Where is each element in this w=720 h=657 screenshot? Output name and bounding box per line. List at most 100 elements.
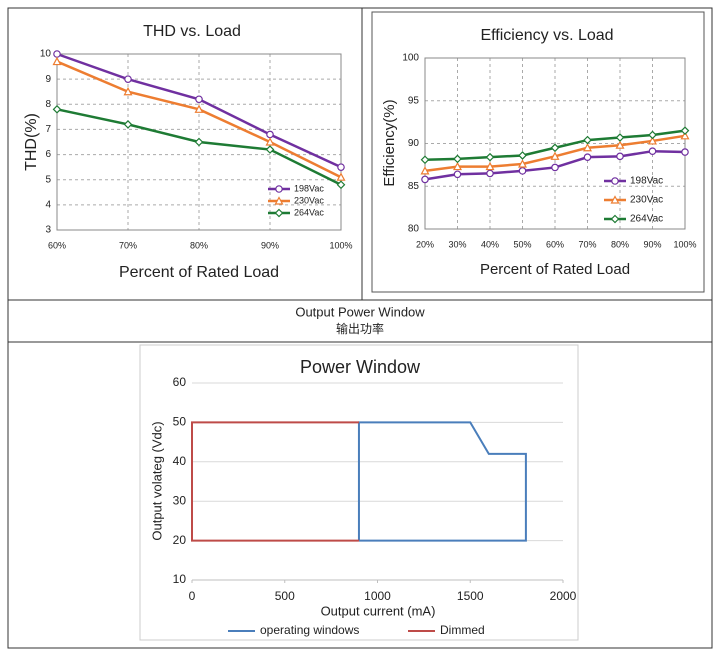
y-axis-title: Output volateg (Vdc) bbox=[149, 421, 164, 540]
legend-label: 264Vac bbox=[630, 214, 663, 225]
marker bbox=[486, 169, 494, 178]
marker bbox=[518, 151, 527, 160]
series-line bbox=[191, 421, 359, 542]
x-tick-label: 40% bbox=[481, 239, 499, 249]
x-tick-label: 60% bbox=[48, 240, 66, 250]
x-tick-label: 0 bbox=[189, 589, 196, 603]
marker bbox=[551, 163, 559, 172]
y-tick-label: 4 bbox=[45, 199, 51, 210]
marker bbox=[648, 147, 657, 155]
marker bbox=[194, 104, 204, 113]
marker bbox=[274, 208, 284, 218]
section-title: Output Power Window bbox=[295, 304, 425, 319]
y-tick-label: 30 bbox=[173, 493, 187, 507]
marker bbox=[266, 130, 274, 139]
marker bbox=[336, 180, 346, 190]
marker bbox=[550, 143, 560, 153]
marker bbox=[610, 195, 620, 204]
y-tick-label: 3 bbox=[45, 225, 51, 236]
marker bbox=[615, 140, 625, 149]
series-line bbox=[357, 421, 527, 542]
marker bbox=[453, 170, 462, 179]
section-subtitle: 输出功率 bbox=[336, 321, 384, 336]
x-tick-label: 1000 bbox=[364, 589, 391, 603]
marker bbox=[337, 163, 345, 171]
marker bbox=[420, 155, 430, 165]
x-tick-label: 90% bbox=[261, 240, 279, 250]
chart-frame bbox=[139, 344, 579, 641]
marker bbox=[610, 214, 620, 224]
marker bbox=[582, 143, 593, 152]
x-tick-label: 70% bbox=[578, 239, 596, 249]
x-tick-label: 100% bbox=[329, 240, 352, 250]
marker bbox=[647, 136, 658, 145]
marker bbox=[615, 133, 625, 142]
legend-label: 230Vac bbox=[630, 195, 663, 206]
marker bbox=[123, 120, 133, 129]
marker bbox=[452, 161, 463, 171]
x-tick-label: 80% bbox=[611, 239, 629, 249]
marker bbox=[611, 177, 619, 185]
x-tick-label: 500 bbox=[275, 589, 295, 603]
marker bbox=[680, 126, 690, 136]
marker bbox=[195, 95, 203, 104]
marker bbox=[274, 196, 284, 205]
y-tick-label: 60 bbox=[173, 375, 187, 389]
marker bbox=[583, 135, 592, 145]
marker bbox=[616, 152, 624, 161]
chart-title: Power Window bbox=[300, 357, 421, 377]
marker bbox=[453, 154, 462, 164]
marker bbox=[265, 145, 275, 154]
legend-label: 198Vac bbox=[630, 176, 663, 187]
marker bbox=[421, 175, 429, 184]
y-tick-label: 8 bbox=[45, 99, 51, 110]
marker bbox=[52, 104, 62, 114]
y-tick-label: 40 bbox=[173, 454, 187, 468]
x-tick-label: 60% bbox=[546, 239, 564, 249]
y-axis-title: THD(%) bbox=[23, 113, 40, 171]
y-tick-label: 80 bbox=[408, 224, 420, 235]
y-tick-label: 9 bbox=[45, 74, 51, 85]
x-tick-label: 2000 bbox=[550, 589, 577, 603]
marker bbox=[485, 161, 495, 171]
chart-title: Efficiency vs. Load bbox=[480, 27, 613, 44]
legend-label: 198Vac bbox=[294, 183, 324, 193]
x-tick-label: 90% bbox=[643, 239, 661, 249]
x-tick-label: 30% bbox=[448, 239, 466, 249]
marker bbox=[517, 159, 528, 168]
marker bbox=[420, 166, 430, 175]
y-tick-label: 10 bbox=[173, 572, 187, 586]
y-tick-label: 7 bbox=[45, 124, 51, 135]
y-tick-label: 95 bbox=[408, 95, 420, 106]
marker bbox=[336, 172, 346, 181]
marker bbox=[124, 75, 132, 83]
x-tick-label: 1500 bbox=[457, 589, 484, 603]
plot-frame bbox=[56, 53, 342, 231]
x-axis-title: Percent of Rated Load bbox=[119, 264, 279, 281]
x-axis-title: Percent of Rated Load bbox=[480, 261, 630, 278]
x-tick-label: 70% bbox=[119, 240, 137, 250]
x-tick-label: 80% bbox=[190, 240, 208, 250]
legend-label: 264Vac bbox=[294, 207, 324, 217]
x-tick-label: 100% bbox=[673, 239, 696, 249]
chart-frame bbox=[371, 11, 705, 293]
marker bbox=[648, 130, 657, 140]
y-tick-label: 6 bbox=[45, 149, 51, 160]
marker bbox=[680, 131, 690, 140]
outer-frame bbox=[7, 7, 713, 649]
y-tick-label: 10 bbox=[40, 49, 52, 60]
marker bbox=[681, 148, 689, 156]
y-tick-label: 85 bbox=[408, 181, 420, 192]
legend-label: operating windows bbox=[260, 623, 359, 637]
y-tick-label: 5 bbox=[45, 174, 51, 185]
marker bbox=[518, 167, 527, 175]
plot-frame bbox=[424, 57, 686, 230]
x-axis-title: Output current (mA) bbox=[321, 603, 436, 618]
y-tick-label: 20 bbox=[173, 533, 187, 547]
marker bbox=[194, 137, 204, 147]
y-axis-title: Efficiency(%) bbox=[381, 99, 398, 186]
marker bbox=[53, 50, 61, 58]
marker bbox=[52, 56, 62, 66]
